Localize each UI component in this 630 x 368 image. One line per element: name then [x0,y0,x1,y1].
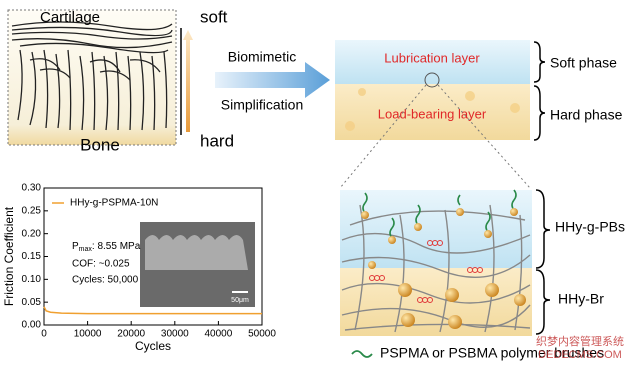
line [43,306,262,315]
biomimetic-arrow [215,62,330,98]
arrow-top-label: Biomimetic [228,49,296,65]
pmax-symbol: P [72,241,79,252]
collagen-fibers [11,21,173,131]
gradient-arrow [183,30,193,132]
upper-region-label: HHy-g-PBs [555,219,625,235]
polymer-brushes [362,189,517,239]
bone-label: Bone [80,135,120,154]
y-tick-label: 0.10 [22,274,42,285]
watermark: 织梦内容管理系统 [536,334,624,348]
sem-brushes [145,235,248,270]
annotation: Cycles: 50,000 [72,275,139,286]
crosslinks [369,240,483,303]
watermark: DEDECMS.COM [538,349,622,361]
x-tick-label: 20000 [117,329,145,340]
legend-label: PSPMA or PSBMA polymer brushes [380,345,604,361]
initiator-beads [361,208,526,329]
x-tick-label: 30000 [161,329,189,340]
cartilage-label: Cartilage [40,9,100,26]
braces [533,41,551,335]
y-tick-label: 0.15 [22,251,42,262]
x-tick-label: 0 [41,329,47,340]
x-axis-title: Cycles [135,339,171,353]
y-tick-label: 0.30 [22,183,42,194]
load-bearing-label: Load-bearing layer [378,106,487,121]
hard-label: hard [200,131,234,150]
lubrication-label: Lubrication layer [384,50,480,65]
y-axis-title: Friction Coefficient [2,206,16,306]
zoom-circle [424,72,440,88]
soft-label: soft [200,7,228,26]
pmax-value: : 8.55 MPa [92,241,141,252]
arrow-bottom-label: Simplification [221,97,303,113]
lower-region-label: HHy-Br [558,291,604,307]
legend-brush [351,350,373,358]
legend-label: HHy-g-PSPMA-10N [70,198,158,209]
lubrication-layer [335,40,530,84]
zoom-lines [339,84,531,189]
y-tick-label: 0.25 [22,205,42,216]
scale-label: 50μm [231,297,249,304]
soft-phase-label: Soft phase [550,55,617,71]
cartilage-box [7,9,177,146]
y-tick-label: 0.05 [22,297,42,308]
y-tick-label: 0.00 [22,320,42,331]
brush-region [340,190,532,268]
x-tick-label: 10000 [74,329,102,340]
pmax-subscript: max [79,246,93,253]
x-tick-label: 50000 [248,329,276,340]
y-tick-label: 0.20 [22,228,42,239]
annotation: COF: ~0.025 [72,259,130,270]
layer-particles [345,88,520,131]
x-tick-label: 40000 [204,329,232,340]
load-bearing-layer [335,84,530,140]
hard-phase-label: Hard phase [550,107,623,123]
pmax-annotation: Pmax: 8.55 MPa [72,241,141,253]
